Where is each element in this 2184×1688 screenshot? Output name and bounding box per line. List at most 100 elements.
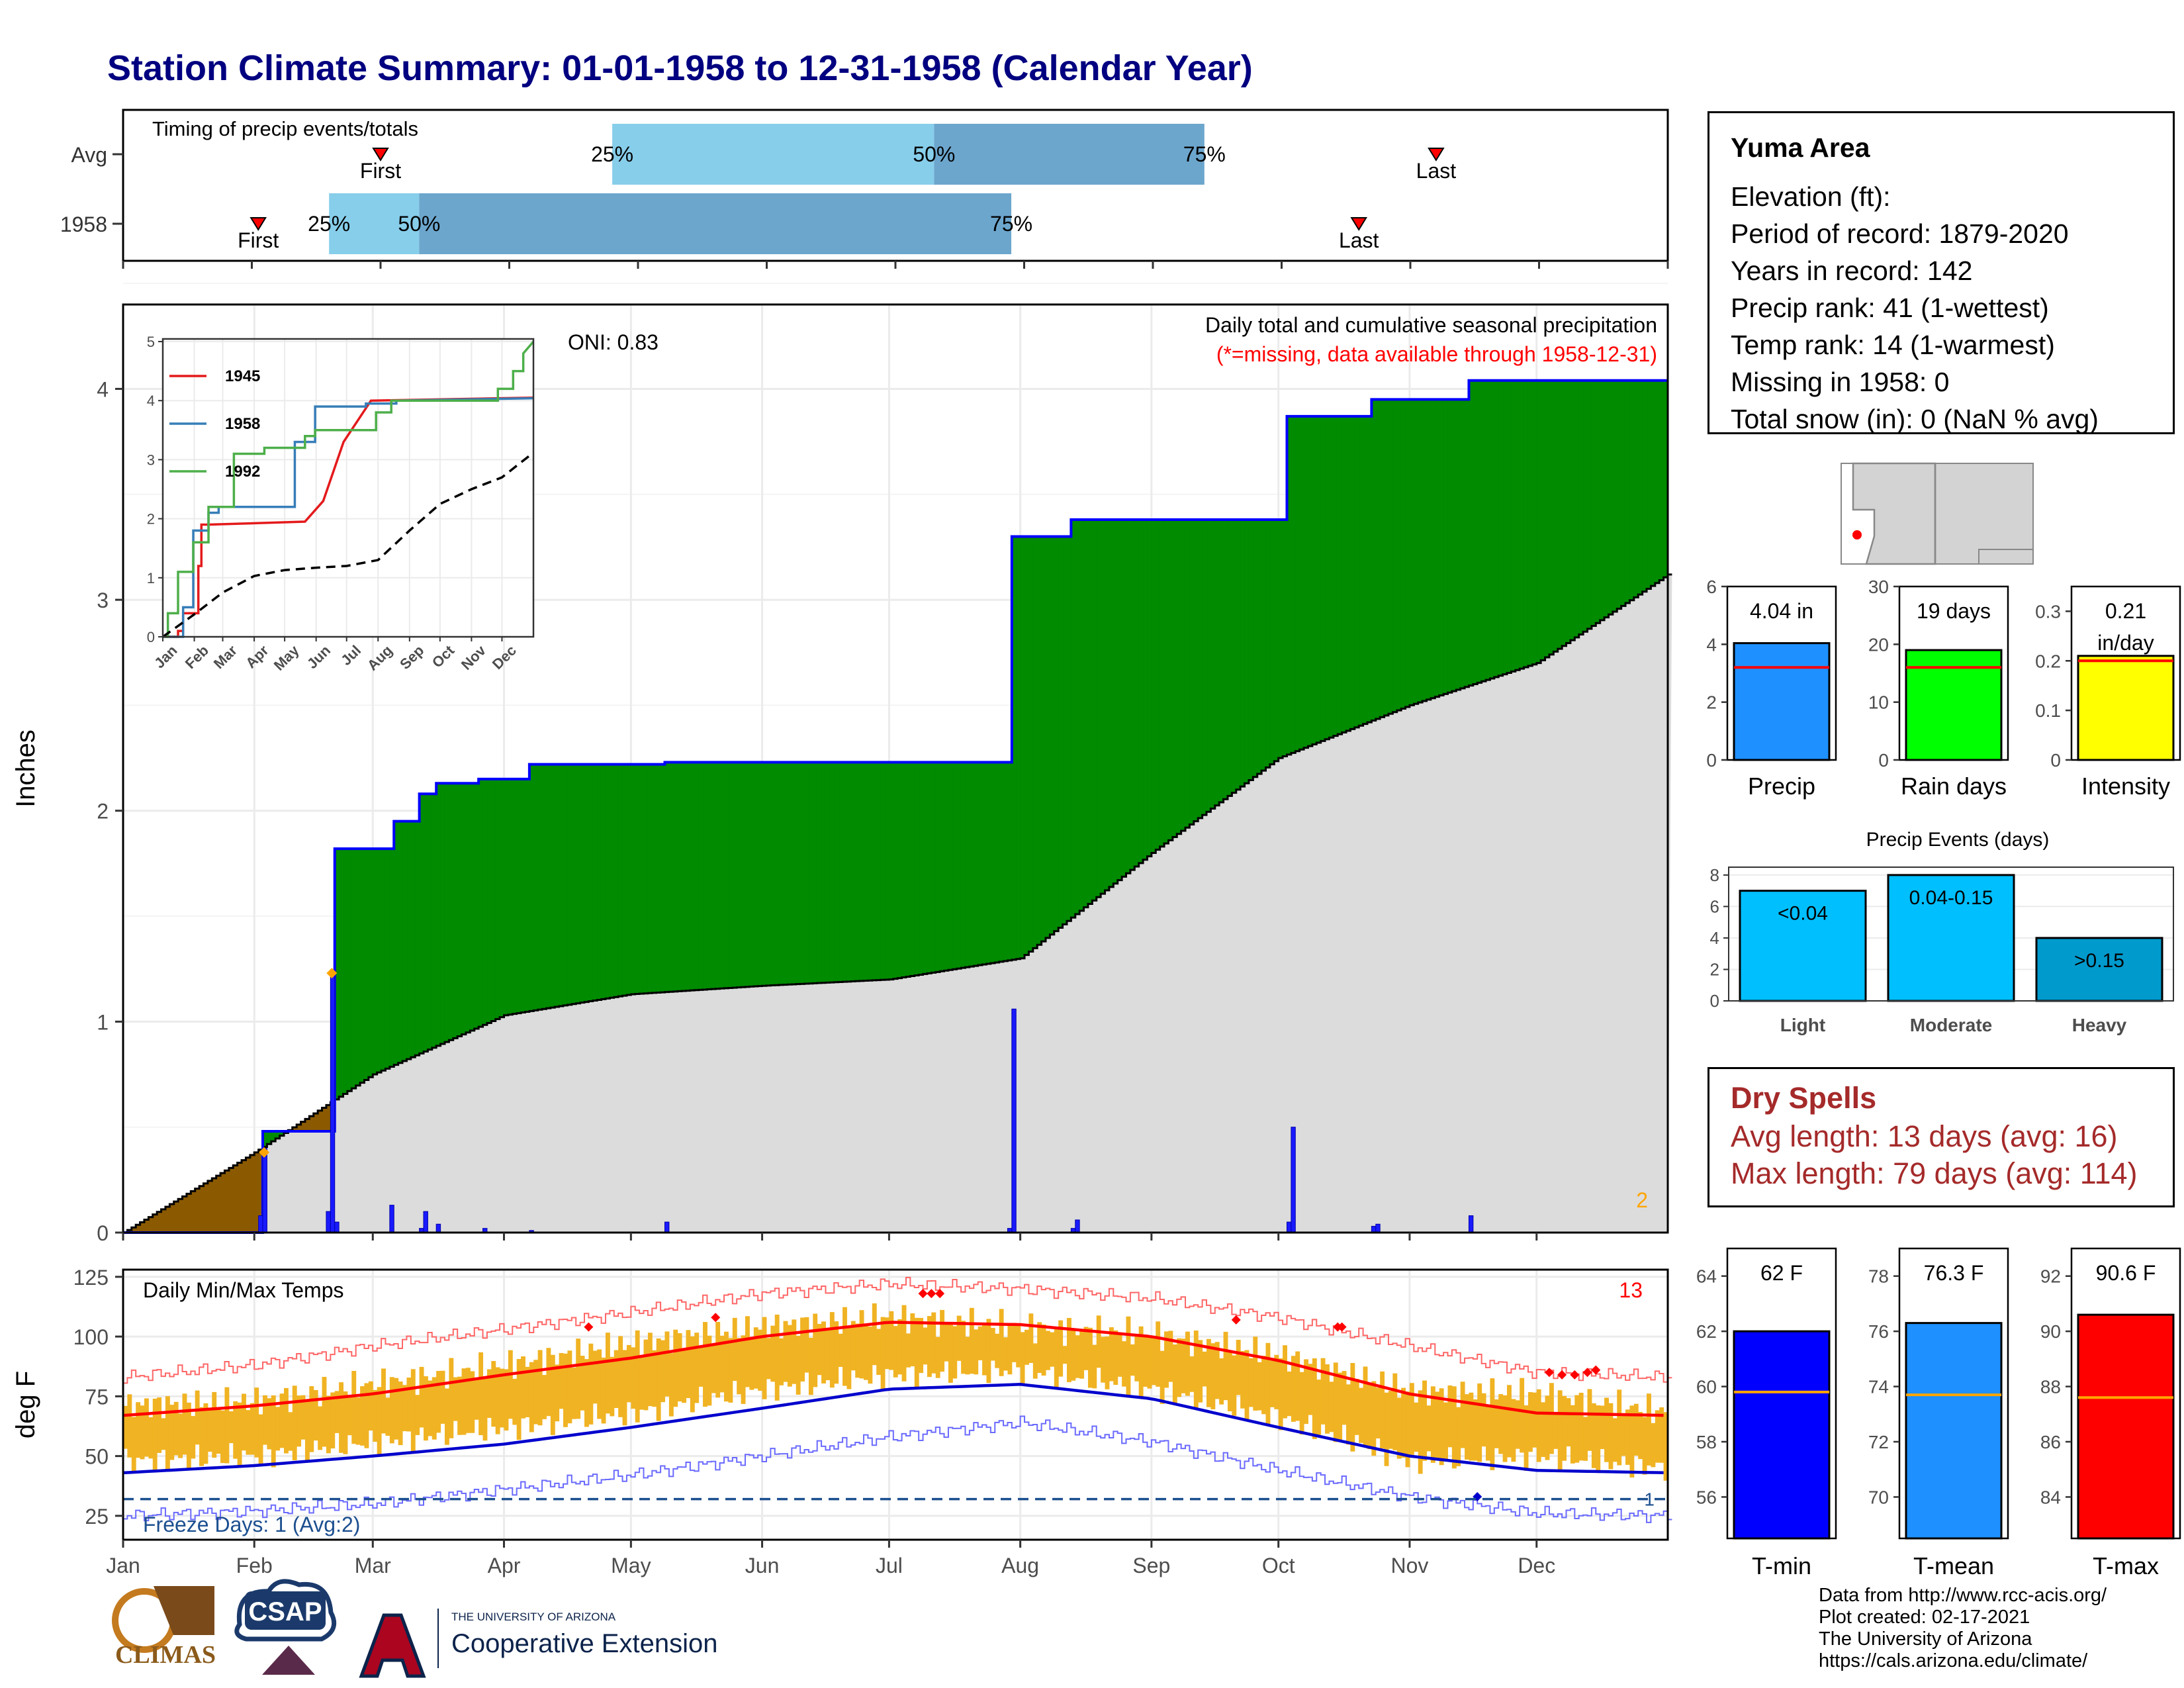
daily-temp-bar [1011,1323,1017,1362]
daily-temp-bar [1604,1397,1609,1462]
daily-temp-bar [580,1356,585,1411]
daily-temp-bar [1596,1405,1601,1471]
above-normal-fill [1253,520,1258,777]
daily-temp-bar [1625,1409,1630,1465]
daily-temp-bar [571,1367,576,1419]
daily-temp-bar [1591,1403,1596,1468]
daily-temp-bar [610,1356,615,1417]
above-normal-fill [597,764,602,1000]
csap-badge [245,1591,326,1630]
record-high-marker [1557,1370,1567,1380]
daily-temp-bar [614,1350,619,1409]
above-normal-fill [901,762,907,978]
daily-temp-bar [1375,1387,1381,1438]
above-normal-fill [677,762,682,992]
above-normal-fill [965,762,970,968]
above-normal-fill [1151,520,1156,853]
summary-y-tick: 70 [1868,1487,1889,1507]
summary-y-tick: 88 [2040,1377,2061,1397]
above-normal-fill [1578,380,1584,635]
above-normal-fill [1325,416,1330,739]
daily-temp-bar [1291,1356,1296,1422]
daily-temp-bar [1498,1393,1504,1454]
record-high-marker [1582,1368,1592,1378]
above-normal-fill [381,849,387,1071]
below-normal-fill [309,1116,314,1132]
month-label: Dec [1518,1554,1555,1577]
daily-temp-bar [635,1330,640,1423]
above-normal-fill [1295,416,1300,751]
daily-temp-bar [1079,1330,1085,1379]
above-normal-fill [948,762,953,970]
daily-temp-bar [220,1410,225,1464]
record-high-marker [927,1289,936,1299]
daily-temp-bar [813,1313,818,1387]
above-normal-fill [546,764,551,1009]
above-normal-fill [1647,380,1652,589]
above-normal-fill [1054,536,1059,931]
above-normal-fill [1122,520,1127,877]
cumulative-1958-line [123,379,1668,1234]
above-normal-fill [605,764,610,999]
daily-temp-bar [271,1395,276,1468]
daily-precip-bar [1375,1223,1381,1233]
daily-temp-bar [724,1331,729,1402]
below-normal-fill [220,1173,226,1233]
above-normal-fill [842,762,848,982]
daily-temp-bar [1354,1378,1359,1435]
daily-temp-bar [1435,1391,1440,1460]
above-normal-fill [486,778,492,1023]
daily-temp-bar [233,1401,238,1459]
daily-temp-bar [1274,1354,1279,1409]
above-normal-fill [1329,416,1334,738]
events-y-tick: 8 [1710,865,1719,885]
station-info-line: Total snow (in): 0 (NaN % avg) [1731,404,2099,434]
daily-temp-bar [1388,1391,1393,1449]
above-normal-fill [656,764,661,993]
daily-temp-bar [792,1319,797,1384]
daily-temp-bar [318,1406,323,1450]
above-normal-fill [1422,399,1428,702]
daily-temp-bar [1418,1390,1423,1474]
daily-temp-bar [1253,1336,1258,1411]
above-normal-fill [1092,520,1097,901]
daily-temp-bar [618,1336,623,1417]
legend-label: 1992 [225,463,260,481]
above-normal-fill [563,764,569,1006]
daily-temp-bar [216,1407,221,1454]
daily-temp-bar [728,1338,733,1403]
above-normal-fill [1143,520,1148,860]
above-normal-fill [1439,399,1444,696]
below-normal-fill [296,1124,302,1132]
above-normal-fill [1574,380,1580,637]
daily-temp-bar [1545,1395,1550,1460]
month-label: Sep [1132,1554,1170,1577]
above-normal-fill [394,821,399,1065]
daily-temp-bar [1046,1331,1050,1370]
above-normal-fill [542,764,547,1009]
above-normal-fill [724,762,729,988]
daily-temp-bar [1481,1393,1486,1447]
inset-bg [163,339,533,637]
daily-temp-bar [901,1305,907,1382]
daily-temp-bar [1401,1387,1406,1458]
events-y-tick: 0 [1710,991,1719,1011]
event-bar-label: >0.15 [2074,950,2124,972]
daily-temp-bar [410,1369,416,1452]
oni-label: ONI: 0.83 [568,330,659,354]
daily-temp-bar [1308,1364,1313,1415]
daily-temp-bar [567,1350,572,1424]
precip-summary-bars: 0 2 4 6 4.04 in Precip 0 10 20 30 19 days Rain days… [1706,577,2181,800]
daily-temp-bar [601,1357,606,1424]
daily-temp-bar [664,1331,670,1397]
below-normal-fill [216,1176,221,1233]
record-max-line [123,1276,1672,1384]
above-normal-fill [919,762,924,975]
daily-temp-bar [381,1368,386,1434]
above-normal-fill [1414,399,1419,704]
timing-p50-label: 50% [913,142,955,166]
above-normal-fill [707,762,712,990]
above-normal-fill [584,764,589,1002]
daily-temp-bar [173,1401,179,1456]
